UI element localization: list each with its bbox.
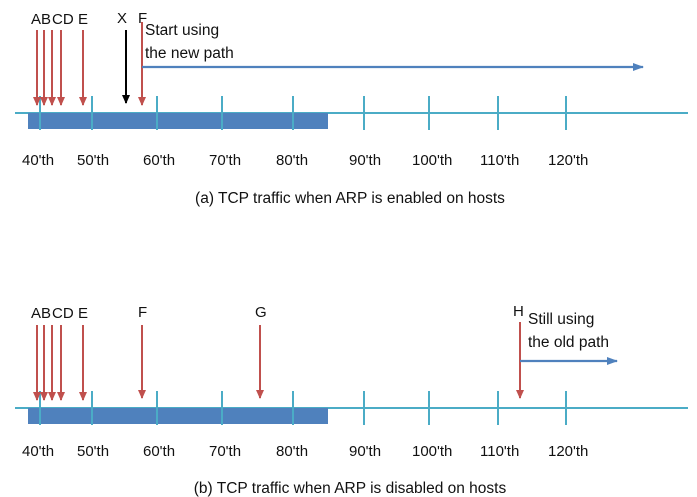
panel-a: 40'th 50'th 60'th 70'th 80'th 90'th 100'… <box>15 10 688 207</box>
event-labels: AB CD E F G H <box>31 303 524 322</box>
event-arrows <box>33 322 524 401</box>
tick-label: 50'th <box>77 443 109 460</box>
tick-label: 40'th <box>22 152 54 169</box>
path-note-line-1: Still using <box>528 311 594 328</box>
event-label: AB <box>31 305 51 322</box>
marker-label: X <box>117 10 127 27</box>
tick-label: 110'th <box>480 152 519 169</box>
event-label: CD <box>52 11 74 28</box>
traffic-progress-bar <box>28 408 328 424</box>
path-note-line-2: the new path <box>145 45 234 62</box>
event-arrows <box>33 22 146 106</box>
caption: (b) TCP traffic when ARP is disabled on … <box>194 480 507 497</box>
tick-label: 40'th <box>22 443 54 460</box>
tick-label: 50'th <box>77 152 109 169</box>
caption: (a) TCP traffic when ARP is enabled on h… <box>195 190 505 207</box>
event-labels: AB CD E X F <box>31 10 147 28</box>
tick-label: 80'th <box>276 152 308 169</box>
panel-b: 40'th 50'th 60'th 70'th 80'th 90'th 100'… <box>15 303 688 497</box>
tick-labels: 40'th 50'th 60'th 70'th 80'th 90'th 100'… <box>22 152 588 169</box>
tick-label: 120'th <box>548 443 588 460</box>
event-label: AB <box>31 11 51 28</box>
tick-label: 100'th <box>412 443 452 460</box>
tick-label: 90'th <box>349 152 381 169</box>
event-label: F <box>138 304 147 321</box>
event-label: CD <box>52 305 74 322</box>
event-label: F <box>138 10 147 27</box>
event-label: E <box>78 11 88 28</box>
tick-marks <box>39 391 567 425</box>
tick-label: 60'th <box>143 152 175 169</box>
event-label: G <box>255 304 267 321</box>
path-note-line-1: Start using <box>145 22 219 39</box>
tick-label: 70'th <box>209 152 241 169</box>
tick-label: 100'th <box>412 152 452 169</box>
traffic-progress-bar <box>28 113 328 129</box>
event-label: H <box>513 303 524 320</box>
tick-label: 90'th <box>349 443 381 460</box>
event-label: E <box>78 305 88 322</box>
tick-labels: 40'th 50'th 60'th 70'th 80'th 90'th 100'… <box>22 443 588 460</box>
tick-label: 110'th <box>480 443 519 460</box>
path-note-line-2: the old path <box>528 334 609 351</box>
tick-label: 70'th <box>209 443 241 460</box>
tick-label: 60'th <box>143 443 175 460</box>
tick-label: 80'th <box>276 443 308 460</box>
tick-label: 120'th <box>548 152 588 169</box>
